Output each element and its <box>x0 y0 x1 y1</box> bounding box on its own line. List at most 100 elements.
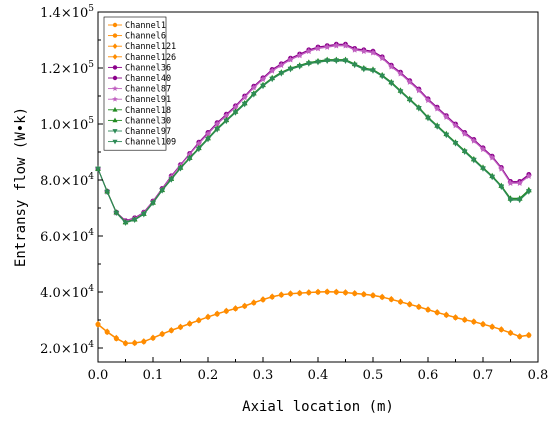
legend-box <box>103 16 167 151</box>
legend-marker <box>112 96 118 102</box>
legend-item: Channel30 <box>108 116 171 126</box>
data-point <box>232 104 239 111</box>
legend-label: Channel30 <box>125 116 171 126</box>
series-channel1 <box>95 289 532 346</box>
data-point <box>205 313 211 320</box>
data-point <box>480 166 486 172</box>
data-point <box>305 48 312 55</box>
x-tick-label: 0.4 <box>308 368 329 383</box>
data-point <box>516 198 523 204</box>
legend-item: Channel91 <box>108 95 171 105</box>
y-tick-exponent: 5 <box>88 116 94 126</box>
data-point <box>104 328 110 335</box>
data-point <box>324 288 330 295</box>
data-point <box>471 318 477 325</box>
data-point <box>95 166 101 172</box>
legend: Channel1Channel6Channel121Channel126Chan… <box>103 16 176 151</box>
x-tick-label: 0.7 <box>473 368 494 383</box>
data-point <box>406 79 413 85</box>
data-point <box>242 302 248 309</box>
y-tick-mantissa: 1.2 <box>40 62 61 77</box>
y-tick-mantissa: 1.4 <box>40 6 61 21</box>
data-point <box>269 67 276 74</box>
data-point <box>333 288 339 295</box>
y-tick-exponent: 4 <box>88 172 94 182</box>
data-point <box>205 137 211 143</box>
x-tick-label: 0.1 <box>143 368 164 383</box>
data-point <box>434 105 441 112</box>
y-tick-label: 1.2×105 <box>40 60 94 77</box>
data-point <box>177 166 184 172</box>
data-point <box>425 116 431 122</box>
series-channel109 <box>95 58 532 226</box>
x-tick-label: 0.5 <box>363 368 384 383</box>
data-point <box>113 211 120 217</box>
y-tick-exponent: 4 <box>88 228 94 238</box>
y-tick-mantissa: 2.0 <box>40 342 61 357</box>
data-point <box>324 58 330 64</box>
data-point <box>132 339 138 346</box>
data-point <box>397 89 404 95</box>
data-point <box>278 71 285 77</box>
data-point <box>260 84 266 90</box>
legend-label: Channel6 <box>125 32 166 42</box>
data-point <box>361 290 367 298</box>
data-point <box>369 49 377 56</box>
data-point <box>306 289 312 296</box>
legend-marker <box>112 43 118 50</box>
data-point <box>296 64 303 70</box>
data-point <box>223 119 230 125</box>
legend-item: Channel18 <box>108 106 171 116</box>
data-point <box>168 326 174 334</box>
legend-marker <box>112 22 118 28</box>
data-point <box>196 316 202 324</box>
series-line <box>97 60 530 224</box>
legend-label: Channel121 <box>125 42 176 52</box>
legend-label: Channel40 <box>125 74 171 84</box>
data-point <box>131 218 138 224</box>
legend-item: Channel97 <box>108 127 171 137</box>
data-point <box>259 76 267 83</box>
data-point <box>498 184 505 190</box>
data-point <box>159 330 165 337</box>
data-point <box>507 329 514 336</box>
tick-layer: 0.0 0.1 0.2 0.3 0.4 0.5 0.6 0.7 0.8 2.0×104 4.0×10… <box>40 4 548 383</box>
data-point <box>122 339 129 347</box>
data-point <box>342 289 349 296</box>
data-point <box>452 141 459 147</box>
data-point <box>342 42 349 49</box>
data-point <box>498 165 505 172</box>
data-point <box>186 151 193 158</box>
x-tick-label: 0.0 <box>88 368 109 383</box>
data-point <box>333 42 340 49</box>
legend-item: Channel109 <box>108 138 176 148</box>
y-tick-label: 2.0×104 <box>40 340 94 357</box>
data-point <box>461 130 468 137</box>
data-point <box>379 293 385 300</box>
y-tick-label: 1.0×105 <box>40 116 94 133</box>
data-point <box>342 58 349 64</box>
legend-marker <box>112 139 118 145</box>
data-point <box>214 310 220 317</box>
data-point <box>516 180 523 186</box>
data-point <box>406 98 413 104</box>
data-point <box>315 60 321 66</box>
data-point <box>351 63 358 69</box>
legend-label: Channel87 <box>125 85 171 95</box>
series-channel126 <box>95 288 532 347</box>
data-point <box>416 303 422 310</box>
data-point <box>526 189 532 195</box>
data-point <box>370 68 376 74</box>
data-point <box>479 146 487 153</box>
legend-marker <box>112 75 118 81</box>
legend-item: Channel87 <box>108 85 171 95</box>
data-point <box>251 92 257 98</box>
data-point <box>314 45 322 52</box>
data-point <box>187 320 193 327</box>
data-point <box>498 326 504 333</box>
x-tick-label: 0.8 <box>528 368 549 383</box>
data-point <box>159 188 165 194</box>
data-point <box>287 67 294 73</box>
data-point <box>297 289 303 296</box>
legend-label: Channel97 <box>125 127 171 137</box>
